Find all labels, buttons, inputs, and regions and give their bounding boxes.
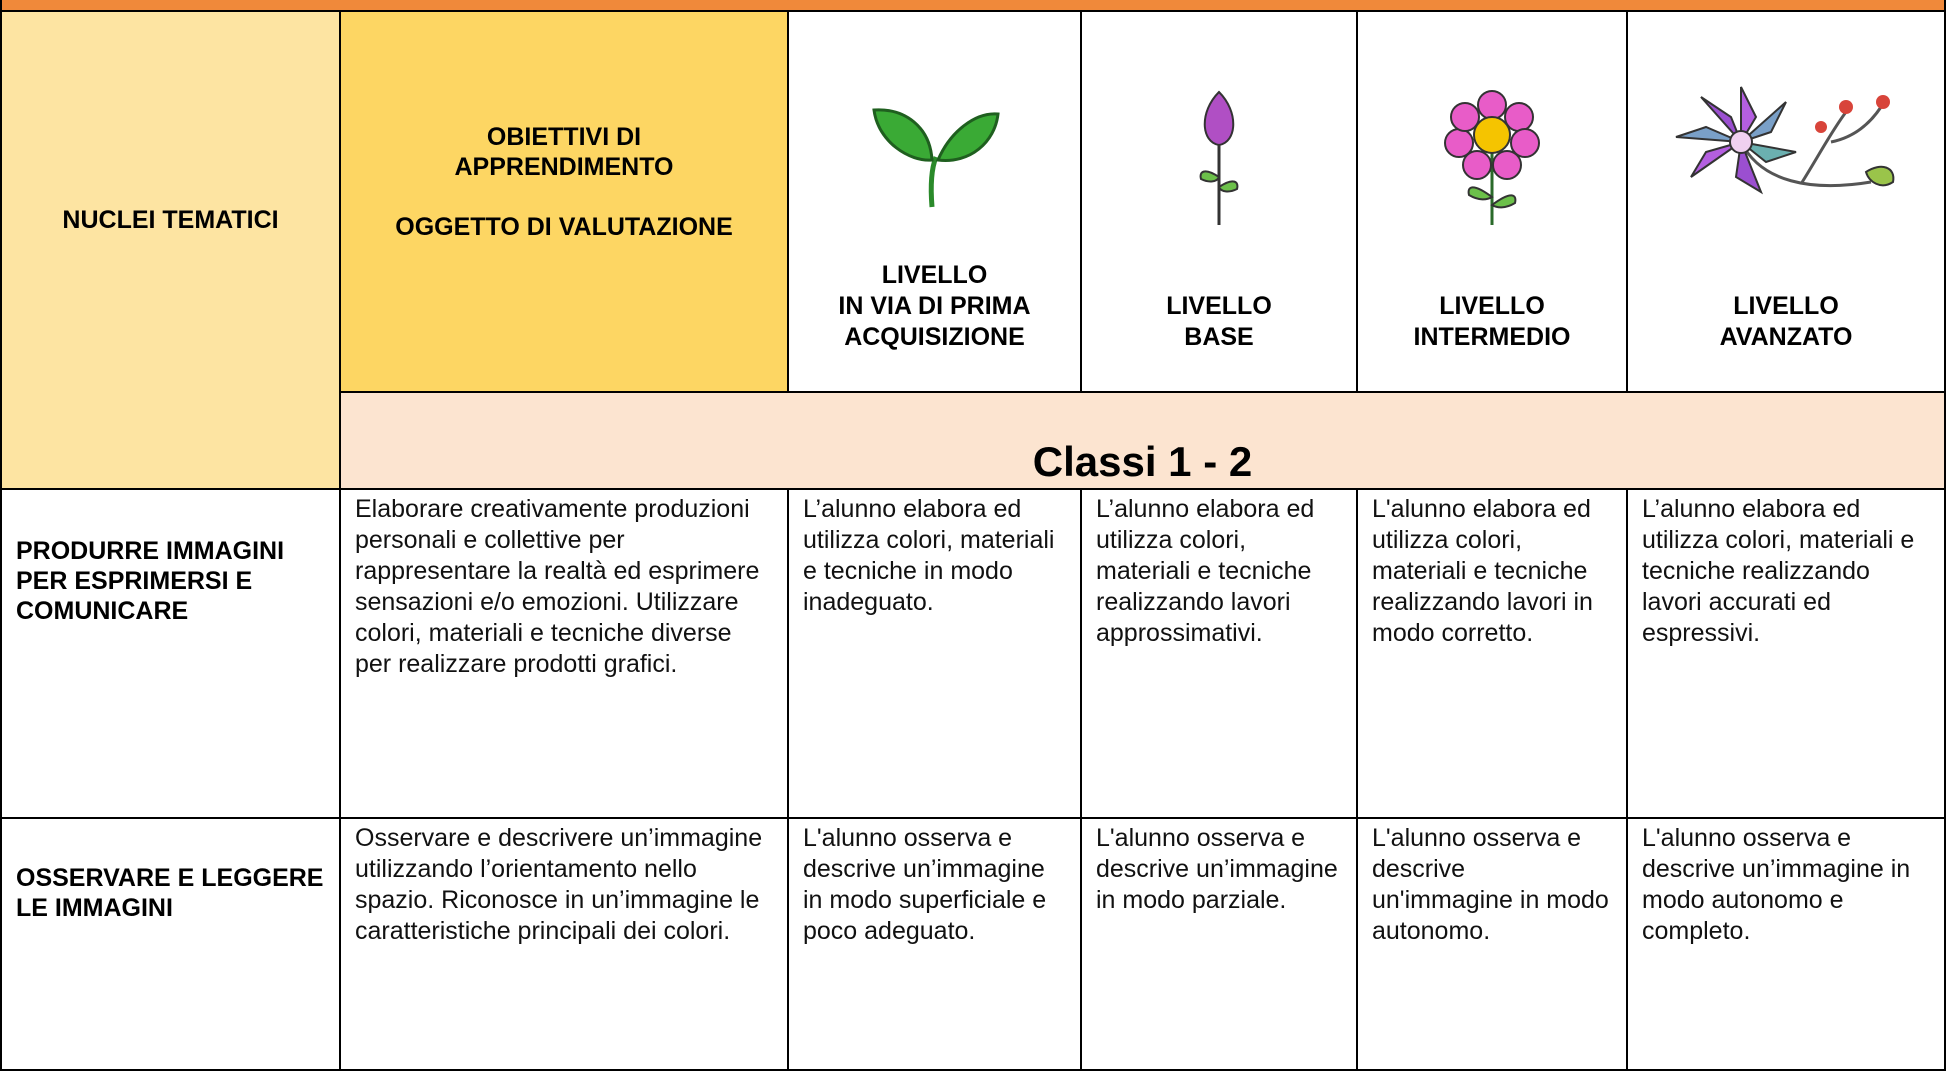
level-name: BASE [1184, 323, 1254, 351]
level-cell: L’alunno elabora ed utilizza colori, mat… [789, 490, 1082, 819]
level-label: LIVELLO [1439, 292, 1545, 320]
level-cell: L’alunno elabora ed utilizza colori, mat… [1082, 490, 1358, 819]
nucleus-cell: PRODURRE IMMAGINI PER ESPRIMERSI E COMUN… [0, 490, 341, 819]
level-cell: L'alunno osserva e descrive un’immagine … [1082, 819, 1358, 1071]
level-cell: L'alunno osserva e descrive un’immagine … [1628, 819, 1946, 1071]
level-cell: L'alunno osserva e descrive un'immagine … [1358, 819, 1628, 1071]
level-cell: L'alunno osserva e descrive un’immagine … [789, 819, 1082, 1071]
classes-label: Classi 1 - 2 [1032, 438, 1253, 485]
bud-icon [1199, 90, 1239, 225]
level-header: LIVELLO INTERMEDIO [1358, 12, 1628, 393]
level-header: LIVELLO AVANZATO [1628, 12, 1946, 393]
level-name: AVANZATO [1719, 323, 1853, 351]
objectives-subtitle: OGGETTO DI VALUTAZIONE [395, 212, 733, 241]
bouquet-icon [1675, 86, 1895, 195]
top-band [0, 0, 1946, 12]
level-label: LIVELLO [1733, 292, 1839, 320]
level-name: IN VIA DI PRIMA ACQUISIZIONE [838, 292, 1031, 351]
flower-icon [1444, 90, 1540, 225]
sprout-icon [871, 108, 1000, 208]
level-label: LIVELLO [881, 261, 988, 289]
nuclei-header: NUCLEI TEMATICI [0, 12, 341, 490]
nucleus-cell: OSSERVARE E LEGGERE LE IMMAGINI [0, 819, 341, 1071]
objective-cell: Osservare e descrivere un’immagine utili… [341, 819, 789, 1071]
objectives-header: OBIETTIVI DI APPRENDIMENTO OGGETTO DI VA… [341, 12, 789, 393]
level-header: LIVELLO IN VIA DI PRIMA ACQUISIZIONE [789, 12, 1082, 393]
level-cell: L'alunno elabora ed utilizza colori, mat… [1358, 490, 1628, 819]
level-name: INTERMEDIO [1413, 323, 1571, 351]
classes-row: Classi 1 - 2 [341, 393, 1946, 490]
level-cell: L’alunno elabora ed utilizza colori, mat… [1628, 490, 1946, 819]
level-header: LIVELLO BASE [1082, 12, 1358, 393]
level-label: LIVELLO [1166, 292, 1272, 320]
objective-cell: Elaborare creativamente produzioni perso… [341, 490, 789, 819]
nuclei-header-text: NUCLEI TEMATICI [62, 206, 279, 234]
objectives-title: OBIETTIVI DI APPRENDIMENTO [454, 122, 674, 181]
